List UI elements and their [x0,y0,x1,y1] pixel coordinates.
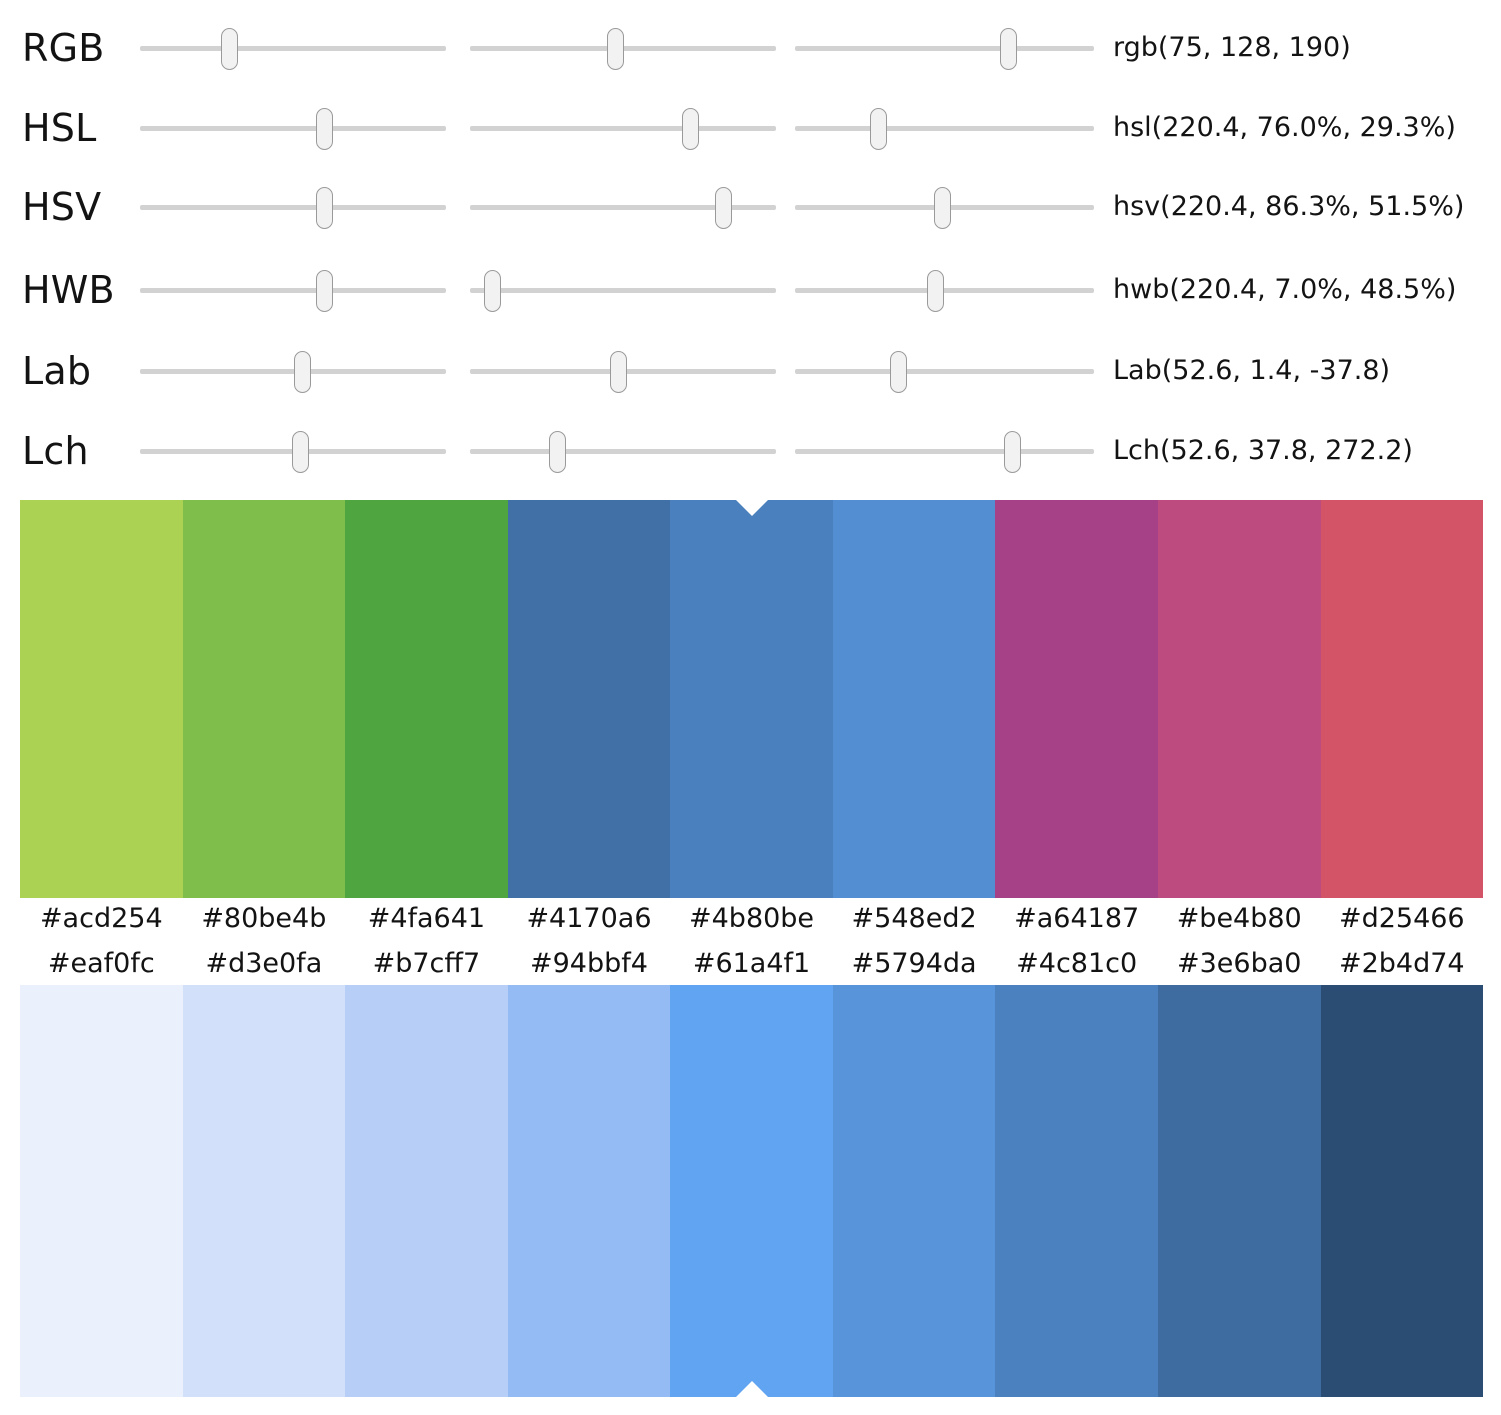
slider-track-hsv-h[interactable] [140,205,446,210]
color-swatch[interactable] [670,500,833,898]
slider-track-hwb-h[interactable] [140,288,446,293]
slider-thumb-hwb-w[interactable] [483,270,501,312]
color-swatch[interactable] [345,500,508,898]
slider-row-lch: Lch Lch(52.6, 37.8, 272.2) [0,411,1501,491]
color-swatch[interactable] [670,985,833,1397]
swatch-hex-label: #4fa641 [367,903,486,934]
color-swatch[interactable] [832,500,996,898]
slider-thumb-hsv-h[interactable] [315,187,333,229]
color-swatch[interactable] [1157,985,1321,1397]
swatch-hex-label: #80be4b [201,903,327,934]
slider-row-hsl: HSL hsl(220.4, 76.0%, 29.3%) [0,88,1501,168]
swatch-hex-label: #548ed2 [851,903,977,934]
swatch-hex-label: #b7cff7 [372,948,481,979]
slider-thumb-lab-a[interactable] [609,351,627,393]
slider-thumb-lab-l[interactable] [293,351,311,393]
slider-row-label: Lab [22,349,92,393]
palette-top[interactable] [20,500,1484,898]
swatch-hex-label: #3e6ba0 [1176,948,1302,979]
slider-row-label: HSL [22,106,97,150]
swatch-hex-label: #d25466 [1338,903,1465,934]
slider-value-label: hsl(220.4, 76.0%, 29.3%) [1113,112,1456,143]
slider-row-label: RGB [22,26,105,70]
slider-track-lab-b[interactable] [795,369,1094,374]
slider-value-label: Lab(52.6, 1.4, -37.8) [1113,355,1391,386]
slider-thumb-hsl-l[interactable] [869,108,887,150]
color-swatch[interactable] [1157,500,1321,898]
swatch-hex-label: #4b80be [689,903,815,934]
slider-row-rgb: RGB rgb(75, 128, 190) [0,8,1501,88]
slider-track-hsl-l[interactable] [795,126,1094,131]
hex-row-bottom: #eaf0fc #d3e0fa #b7cff7 #94bbf4 #61a4f1 #5794… [20,943,1483,985]
triangle-up-icon [735,1381,768,1397]
swatch-hex-label: #acd254 [39,903,163,934]
slider-thumb-hsv-v[interactable] [933,187,951,229]
palette-bottom[interactable] [20,985,1484,1397]
slider-track-rgb-r[interactable] [140,46,446,51]
slider-thumb-lab-b[interactable] [889,351,907,393]
color-swatch[interactable] [995,500,1158,898]
swatch-hex-label: #d3e0fa [205,948,323,979]
slider-row-hsv: HSV hsv(220.4, 86.3%, 51.5%) [0,167,1501,247]
slider-row-label: Lch [22,429,89,473]
swatch-hex-label: #94bbf4 [529,948,648,979]
slider-thumb-lch-l[interactable] [291,431,309,473]
color-swatch[interactable] [507,500,671,898]
swatch-hex-label: #61a4f1 [692,948,811,979]
color-swatch[interactable] [20,985,183,1397]
slider-track-rgb-b[interactable] [795,46,1094,51]
slider-thumb-hsl-h[interactable] [315,108,333,150]
color-swatch[interactable] [345,985,508,1397]
slider-row-label: HWB [22,268,115,312]
swatch-hex-label: #4170a6 [526,903,652,934]
color-swatch[interactable] [182,500,346,898]
slider-value-label: hwb(220.4, 7.0%, 48.5%) [1113,274,1457,305]
slider-value-label: Lch(52.6, 37.8, 272.2) [1113,435,1413,466]
slider-thumb-lch-c[interactable] [548,431,566,473]
slider-thumb-lch-h[interactable] [1003,431,1021,473]
slider-thumb-hsl-s[interactable] [681,108,699,150]
swatch-hex-label: #be4b80 [1176,903,1302,934]
slider-value-label: rgb(75, 128, 190) [1113,32,1351,63]
color-swatch[interactable] [182,985,346,1397]
color-swatch[interactable] [995,985,1158,1397]
color-swatch[interactable] [1320,500,1484,898]
slider-track-hwb-b[interactable] [795,288,1094,293]
slider-track-hsv-s[interactable] [470,205,776,210]
color-swatch[interactable] [20,500,183,898]
slider-track-lch-h[interactable] [795,449,1094,454]
slider-thumb-hwb-h[interactable] [315,270,333,312]
color-swatch[interactable] [507,985,671,1397]
swatch-hex-label: #5794da [851,948,977,979]
slider-track-hsl-h[interactable] [140,126,446,131]
swatch-hex-label: #2b4d74 [1338,948,1465,979]
triangle-down-icon [735,500,768,516]
swatch-hex-label: #eaf0fc [47,948,155,979]
swatch-hex-label: #4c81c0 [1016,948,1138,979]
color-swatch[interactable] [1320,985,1484,1397]
hex-row-top: #acd254 #80be4b #4fa641 #4170a6 #4b80be #548e… [20,898,1483,943]
slider-track-hwb-w[interactable] [470,288,776,293]
slider-thumb-hsv-s[interactable] [714,187,732,229]
slider-thumb-rgb-g[interactable] [606,28,624,70]
slider-thumb-rgb-r[interactable] [220,28,238,70]
slider-value-label: hsv(220.4, 86.3%, 51.5%) [1113,191,1465,222]
slider-track-lab-l[interactable] [140,369,446,374]
swatch-hex-label: #a64187 [1014,903,1140,934]
slider-track-lch-c[interactable] [470,449,776,454]
color-swatch[interactable] [832,985,996,1397]
slider-section: RGB rgb(75, 128, 190) HSL hsl(220.4, 76.0%,… [0,0,1501,490]
slider-row-hwb: HWB hwb(220.4, 7.0%, 48.5%) [0,250,1501,330]
slider-track-hsl-s[interactable] [470,126,776,131]
slider-row-label: HSV [22,185,102,229]
slider-thumb-rgb-b[interactable] [999,28,1017,70]
slider-row-lab: Lab Lab(52.6, 1.4, -37.8) [0,331,1501,411]
slider-thumb-hwb-b[interactable] [926,270,944,312]
